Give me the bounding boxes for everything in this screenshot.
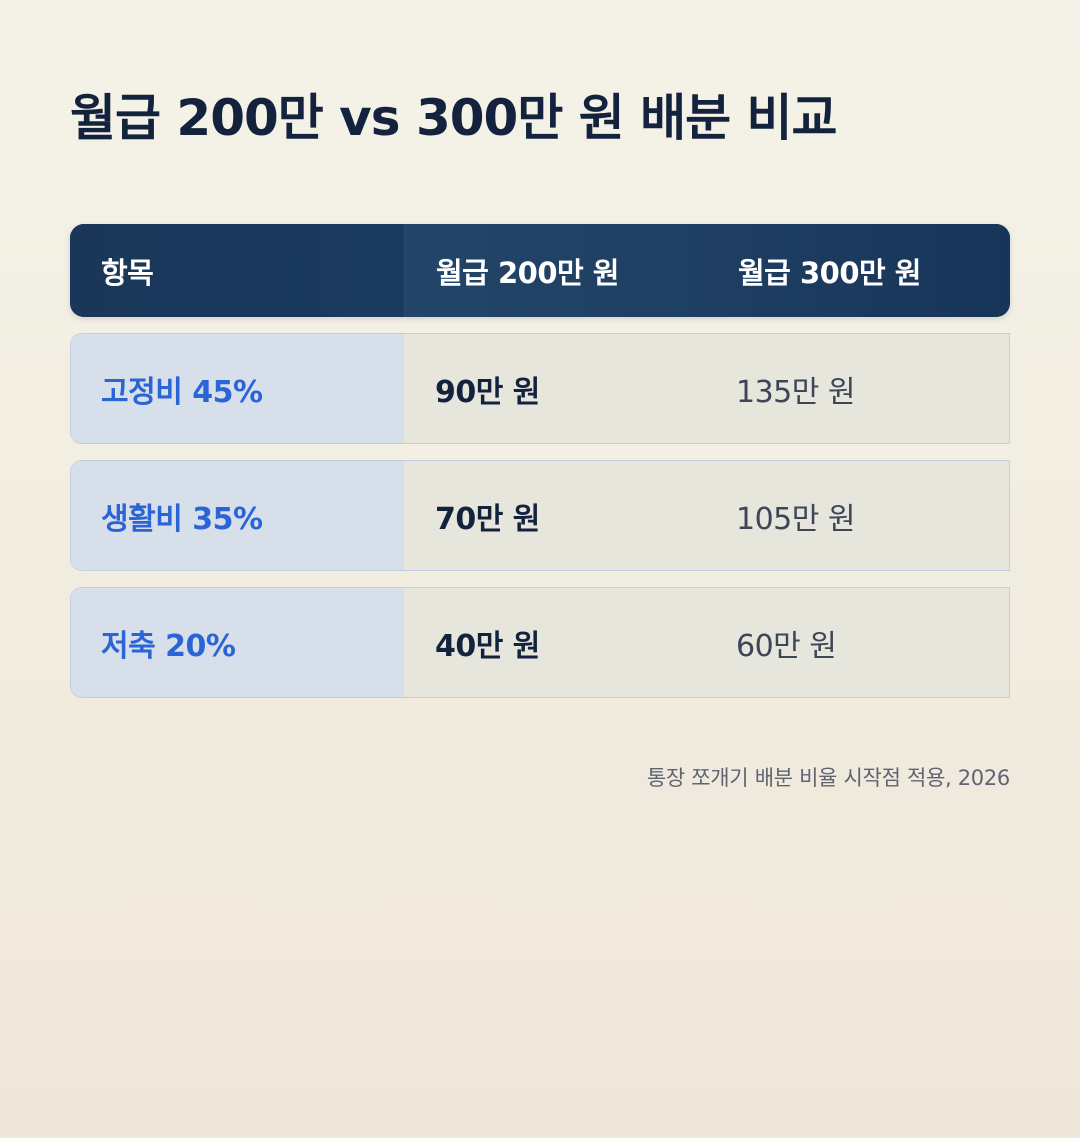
row-value-300: 60만 원 — [706, 588, 1009, 697]
table-row: 저축 20% 40만 원 60만 원 — [70, 587, 1010, 698]
header-salary-200: 월급 200만 원 — [404, 224, 706, 317]
comparison-table: 항목 월급 200만 원 월급 300만 원 고정비 45% 90만 원 135… — [70, 224, 1010, 698]
table-row: 고정비 45% 90만 원 135만 원 — [70, 333, 1010, 444]
header-item: 항목 — [70, 224, 404, 317]
row-item-fixed-cost: 고정비 45% — [71, 334, 404, 443]
table-row: 생활비 35% 70만 원 105만 원 — [70, 460, 1010, 571]
footnote: 통장 쪼개기 배분 비율 시작점 적용, 2026 — [646, 766, 1010, 790]
page-title: 월급 200만 vs 300만 원 배분 비교 — [70, 89, 838, 147]
row-value-300: 105만 원 — [706, 461, 1009, 570]
row-value-200: 40만 원 — [404, 588, 706, 697]
row-value-200: 90만 원 — [404, 334, 706, 443]
header-salary-300: 월급 300만 원 — [706, 224, 1010, 317]
row-value-300: 135만 원 — [706, 334, 1009, 443]
row-item-savings: 저축 20% — [71, 588, 404, 697]
row-value-200: 70만 원 — [404, 461, 706, 570]
table-header: 항목 월급 200만 원 월급 300만 원 — [70, 224, 1010, 317]
row-item-living-cost: 생활비 35% — [71, 461, 404, 570]
